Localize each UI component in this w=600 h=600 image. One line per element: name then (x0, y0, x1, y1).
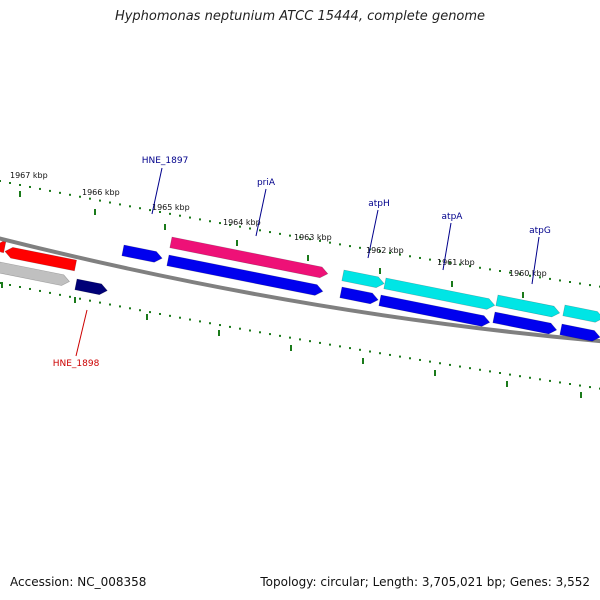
accession-text: Accession: NC_008358 (10, 575, 147, 589)
gene-arrow (383, 277, 496, 310)
gene-label: atpG (529, 226, 551, 236)
map-title: Hyphomonas neptunium ATCC 15444, complet… (114, 9, 486, 24)
gene-label-leader (367, 209, 379, 259)
ruler-label: 1967 kbp (10, 171, 48, 180)
ruler-label: 1965 kbp (152, 203, 190, 212)
gene-arrow (74, 278, 108, 296)
gene-label-leader (531, 236, 540, 285)
gene-arrow (0, 241, 7, 254)
ruler-label: 1964 kbp (223, 218, 261, 227)
gene-label-leader (75, 309, 88, 357)
gene-arrow (0, 261, 70, 286)
gene-arrow (492, 311, 558, 335)
gene-arrow (495, 294, 561, 318)
gene-label-leader (442, 222, 452, 271)
gene-label-leader (151, 167, 163, 215)
gene-arrow (562, 304, 600, 323)
ruler-label: 1966 kbp (82, 188, 120, 197)
gene-label: atpA (442, 212, 464, 222)
gene-label: HNE_1897 (142, 156, 189, 166)
ruler-label: 1963 kbp (294, 233, 332, 242)
genome-backbone (0, 236, 600, 344)
gene-label-leader (255, 188, 267, 237)
gene-arrow (169, 236, 329, 279)
gene-arrow (559, 323, 600, 342)
ruler-label: 1961 kbp (437, 258, 475, 267)
gene-arrow (166, 254, 324, 296)
gene-arrow (121, 244, 163, 263)
gene-arrow (378, 294, 491, 327)
gene-label: HNE_1898 (53, 359, 100, 369)
gene-label: priA (257, 178, 276, 188)
gene-arrow (341, 269, 385, 288)
ruler-label: 1960 kbp (509, 269, 547, 278)
gene-label: atpH (368, 199, 390, 209)
gene-arrow (339, 286, 379, 305)
gene-arrow (4, 247, 77, 272)
ruler-label: 1962 kbp (366, 246, 404, 255)
genome-summary-text: Topology: circular; Length: 3,705,021 bp… (260, 575, 590, 589)
